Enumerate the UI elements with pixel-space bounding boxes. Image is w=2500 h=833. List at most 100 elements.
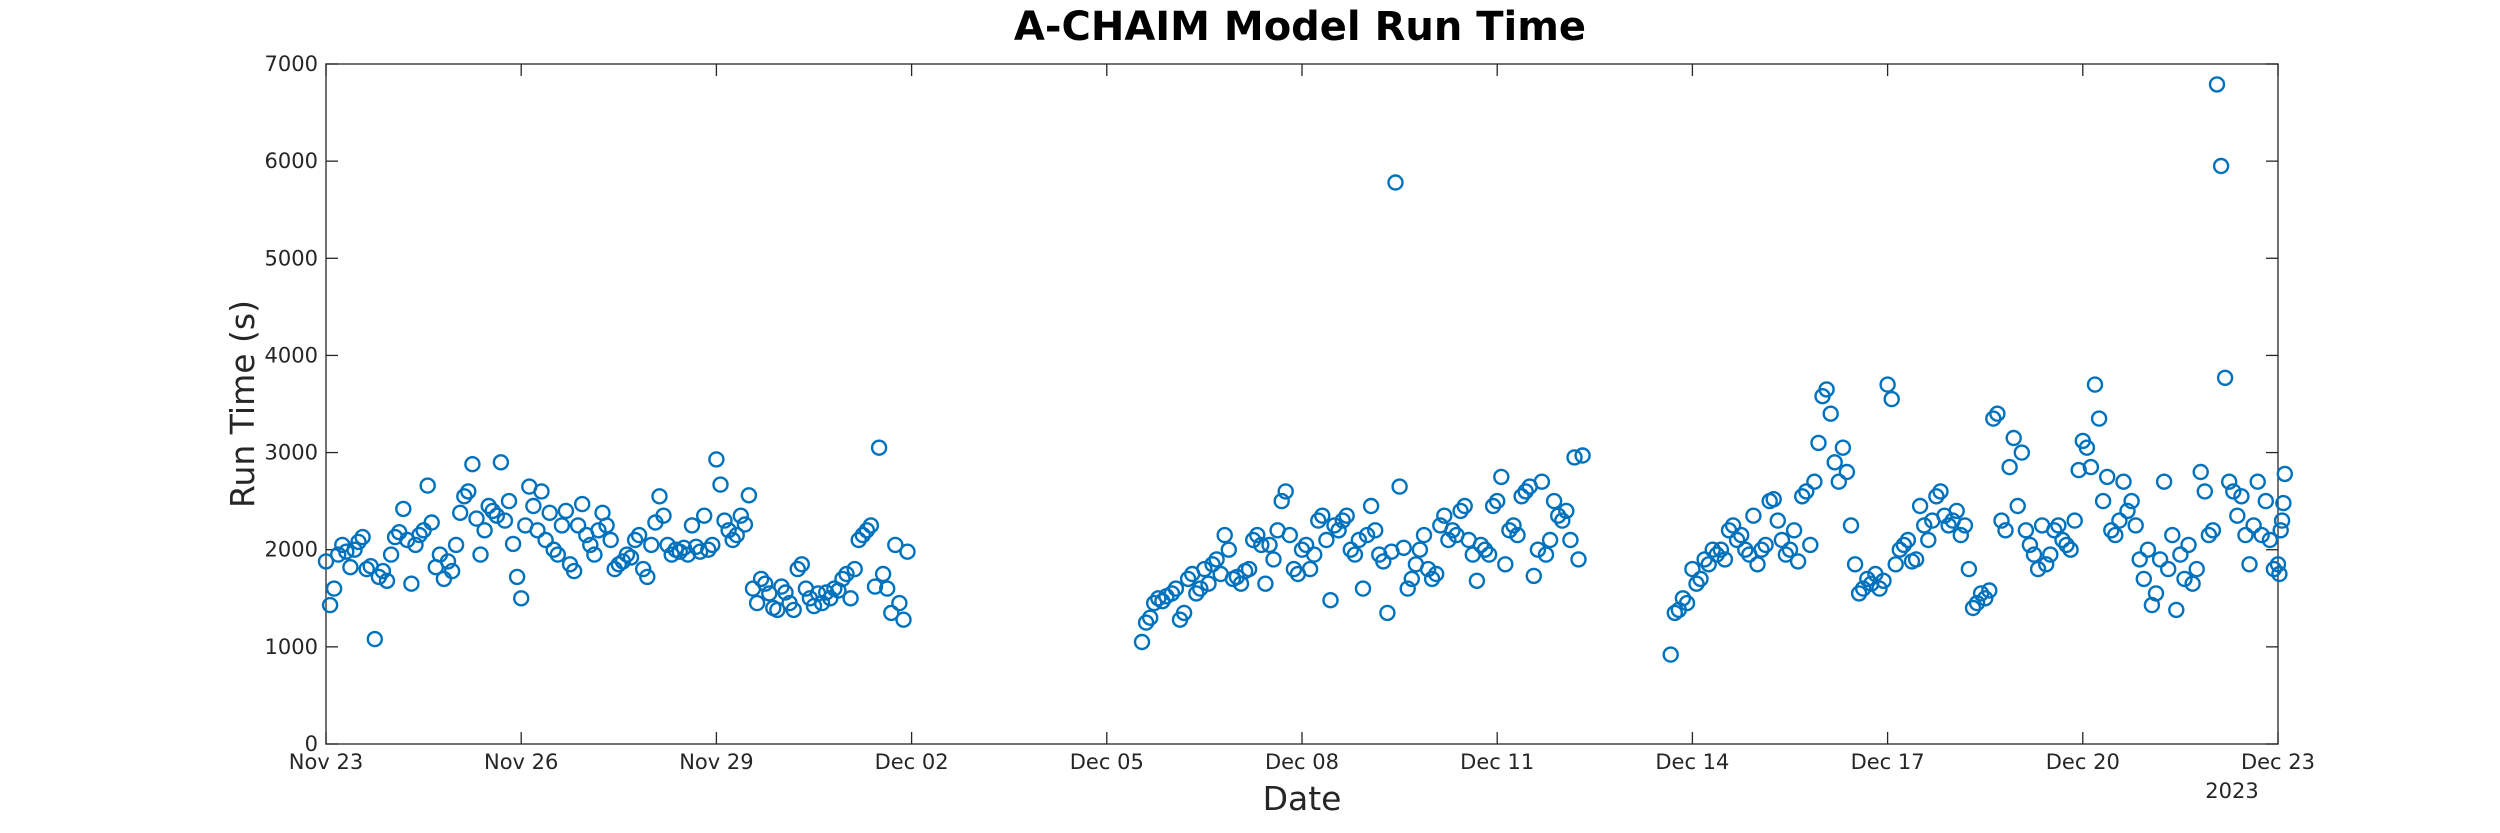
data-point [1358, 526, 1376, 544]
data-point [2066, 512, 2083, 529]
data-point [2249, 473, 2266, 490]
data-point [1456, 497, 1473, 515]
x-axis-secondary-label: 2023 [2205, 779, 2258, 803]
data-point [407, 536, 424, 554]
data-point [1781, 541, 1799, 558]
data-point [557, 502, 575, 520]
data-point [423, 514, 440, 531]
data-point [622, 549, 640, 566]
data-point [456, 488, 473, 505]
data-point [1997, 522, 2014, 539]
data-point [1834, 439, 1852, 456]
x-tick-label: Dec 11 [1460, 750, 1534, 774]
data-point [1322, 592, 1339, 609]
data-point [862, 517, 880, 534]
data-point [1204, 556, 1221, 573]
data-point [870, 439, 888, 456]
data-point [1785, 522, 1803, 539]
data-point [1846, 556, 1864, 573]
data-point [1753, 541, 1770, 558]
data-point [2208, 76, 2226, 93]
data-point [1850, 585, 1868, 602]
data-point [2261, 531, 2279, 549]
data-point [1362, 497, 1380, 515]
y-tick-label: 0 [305, 732, 318, 756]
data-point [748, 594, 766, 612]
data-point [1810, 434, 1827, 452]
data-point [374, 562, 392, 580]
data-point [366, 630, 383, 648]
data-point [1732, 526, 1750, 544]
data-point [777, 584, 794, 601]
data-point [1911, 497, 1929, 515]
data-point [1338, 507, 1355, 524]
x-tick-label: Nov 29 [679, 750, 753, 774]
data-point [2037, 556, 2055, 573]
data-point [1537, 546, 1555, 563]
y-tick-label: 4000 [265, 343, 318, 367]
data-point [1684, 560, 1701, 578]
data-point [1350, 531, 1368, 549]
data-point [2147, 585, 2165, 602]
data-point [2135, 570, 2153, 588]
data-point [879, 580, 896, 597]
data-point [1133, 633, 1151, 651]
data-point [1399, 580, 1416, 597]
data-point [757, 575, 774, 592]
data-point [1188, 585, 1205, 602]
data-point [883, 604, 900, 622]
data-point [488, 507, 505, 524]
data-point [2090, 410, 2108, 427]
y-tick-label: 7000 [265, 52, 318, 76]
x-tick-label: Dec 08 [1265, 750, 1339, 774]
data-point [1818, 381, 1835, 398]
data-point [525, 497, 542, 515]
data-point [2237, 526, 2254, 544]
data-point [598, 517, 615, 534]
data-point [2164, 526, 2181, 544]
data-point [1497, 556, 1514, 573]
data-point [716, 512, 733, 529]
data-point [2271, 565, 2288, 583]
data-point [1981, 582, 1998, 599]
y-axis-ticks: 0 1000 2000 3000 4000 5000 6000 7000 [265, 52, 2278, 756]
data-point [419, 477, 436, 494]
data-point [1513, 488, 1530, 505]
data-point [785, 601, 802, 619]
y-tick-label: 3000 [265, 441, 318, 465]
data-point [378, 572, 396, 589]
data-point [2245, 517, 2262, 534]
data-point [447, 536, 465, 554]
x-tick-label: Dec 17 [1851, 750, 1925, 774]
data-point [724, 531, 741, 549]
data-point [700, 541, 717, 558]
data-point [1716, 551, 1734, 568]
data-point [492, 454, 510, 471]
data-point [2054, 531, 2071, 549]
data-point [736, 516, 754, 533]
data-point [1915, 517, 1933, 534]
data-point [1700, 556, 1717, 573]
data-point [1297, 536, 1315, 554]
data-point [574, 495, 591, 513]
data-point [671, 543, 688, 560]
data-point [2127, 517, 2144, 534]
data-point [1757, 536, 1774, 554]
data-point [586, 546, 603, 563]
data-point [1468, 572, 1486, 589]
data-point [354, 528, 371, 546]
data-point [435, 570, 453, 588]
data-point [1712, 541, 1730, 558]
data-point [1342, 541, 1360, 558]
data-point [496, 512, 514, 529]
data-point [1403, 570, 1421, 588]
x-axis-ticks: Nov 23 Nov 26 Nov 29 Dec 02 Dec 05 Dec 08 Dec … [289, 64, 2315, 774]
data-point [769, 601, 786, 619]
data-point [2269, 556, 2287, 573]
data-point [504, 535, 522, 553]
data-point [2001, 458, 2018, 476]
data-point [1281, 526, 1299, 544]
data-point [1175, 604, 1193, 622]
data-point [1366, 522, 1384, 539]
data-point [411, 526, 428, 544]
